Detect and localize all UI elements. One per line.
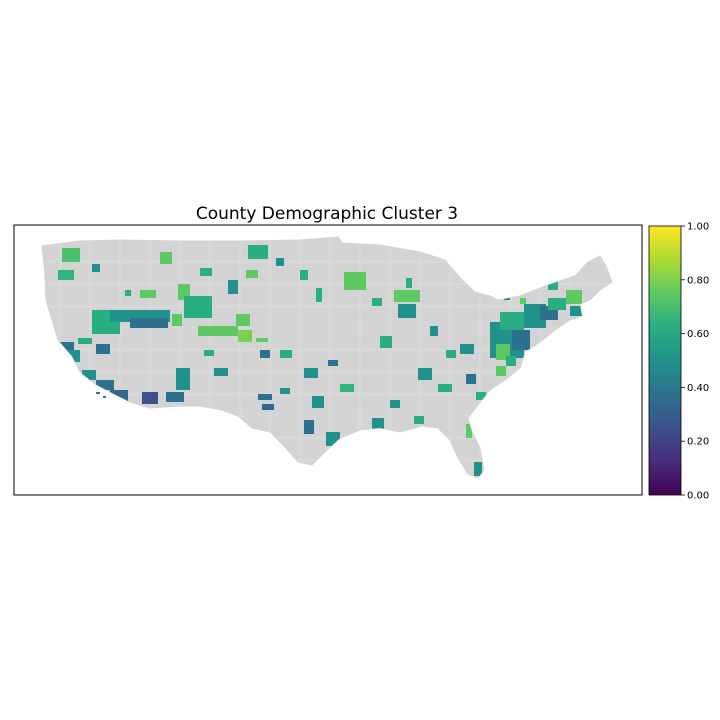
county-layer xyxy=(42,240,612,478)
colorbar-tick-label: 0.20 xyxy=(687,437,709,448)
colorbar xyxy=(648,225,682,496)
colorbar-tick-label: 0.60 xyxy=(687,329,709,340)
channel-islands xyxy=(96,392,106,398)
colorbar-tick-label: 0.00 xyxy=(687,491,709,502)
colorbar-ticks xyxy=(681,225,685,496)
colorbar-tick-label: 1.00 xyxy=(687,222,709,233)
map-title: County Demographic Cluster 3 xyxy=(196,204,458,224)
colorbar-tick-label: 0.80 xyxy=(687,275,709,286)
colorbar-tick-label: 0.40 xyxy=(687,383,709,394)
highlighted-counties xyxy=(58,245,582,476)
